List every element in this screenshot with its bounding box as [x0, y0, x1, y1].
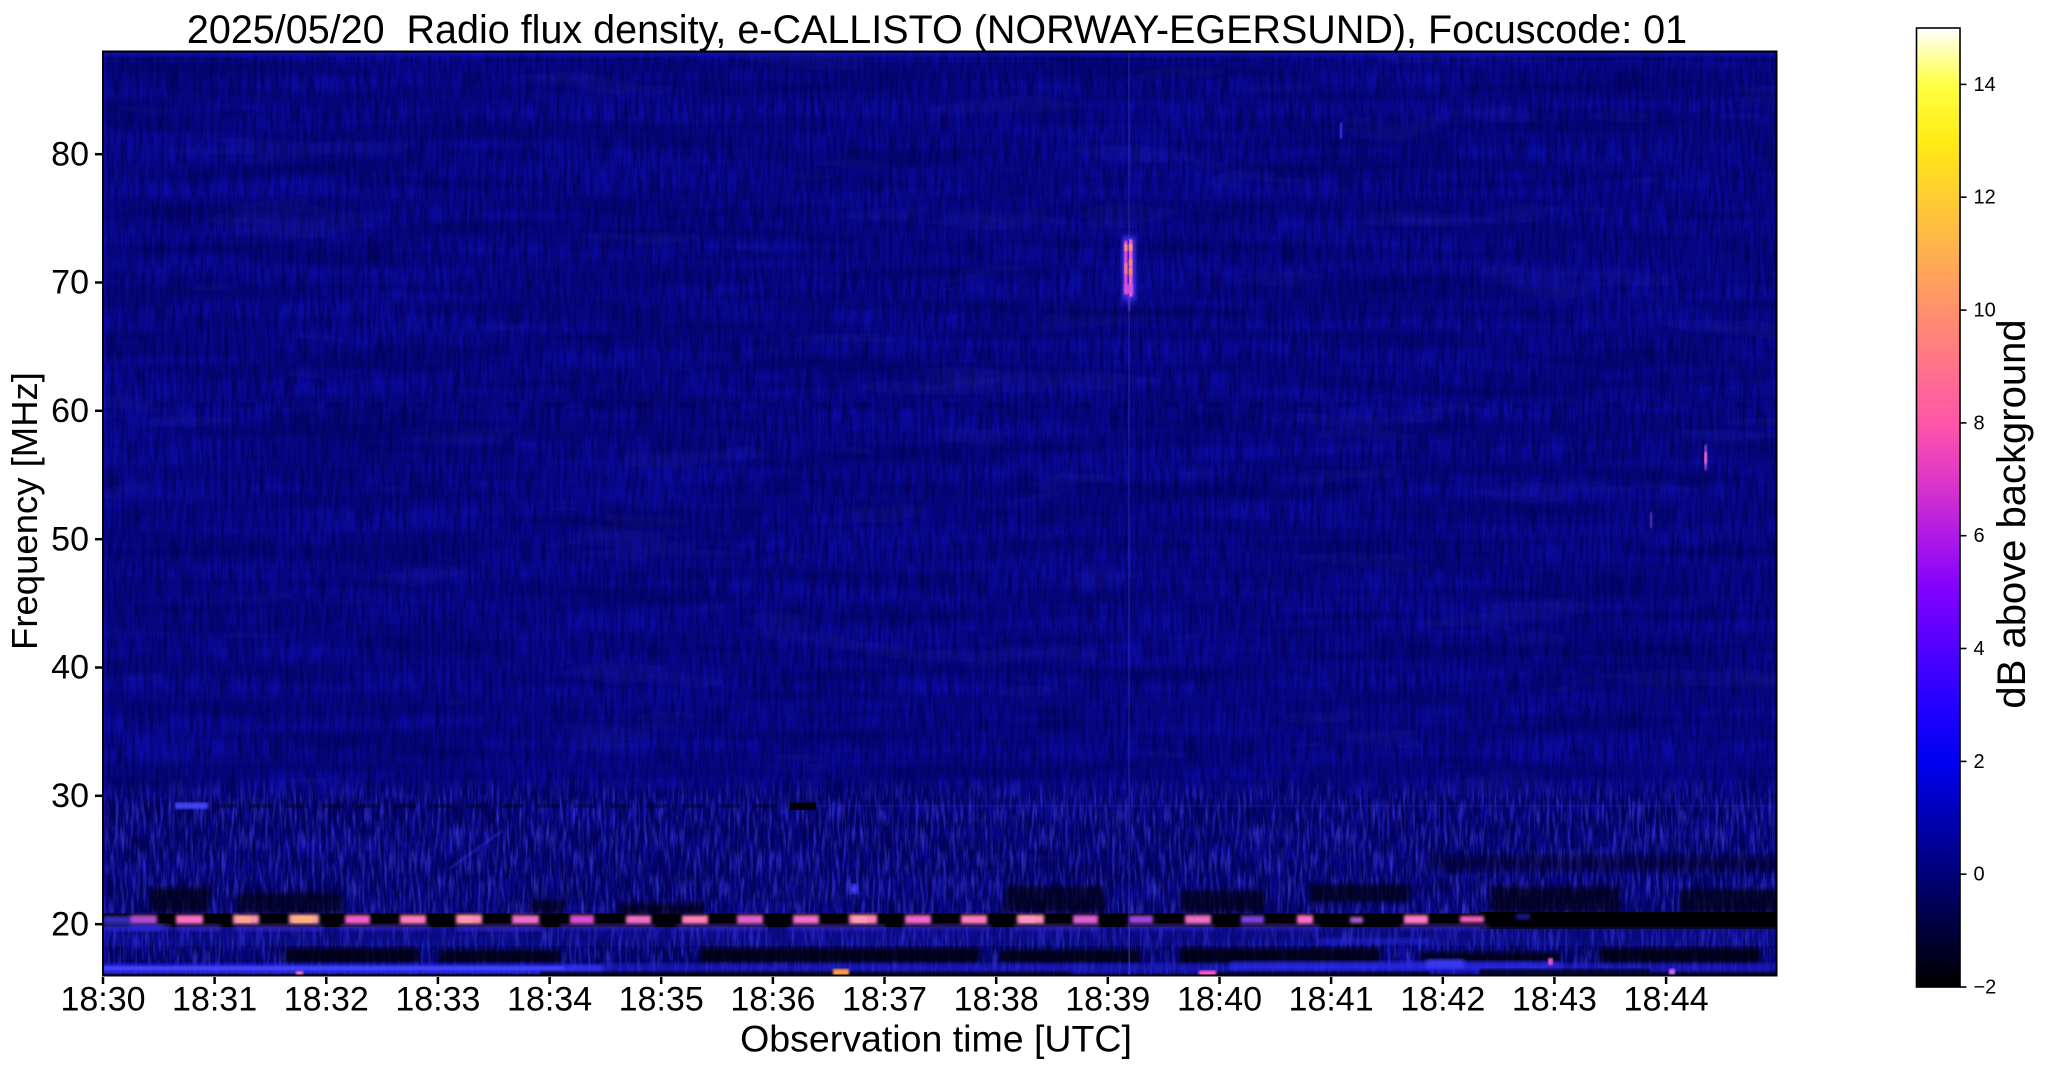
svg-text:18:38: 18:38 [954, 981, 1039, 1019]
svg-text:40: 40 [51, 649, 89, 687]
svg-text:30: 30 [51, 777, 89, 815]
svg-text:80: 80 [51, 135, 89, 173]
svg-text:18:42: 18:42 [1400, 981, 1485, 1019]
svg-text:2: 2 [1974, 751, 1985, 773]
svg-text:18:32: 18:32 [284, 981, 369, 1019]
svg-text:14: 14 [1974, 74, 1996, 96]
svg-text:18:31: 18:31 [172, 981, 257, 1019]
svg-text:18:39: 18:39 [1065, 981, 1150, 1019]
svg-text:18:34: 18:34 [507, 981, 592, 1019]
svg-text:18:40: 18:40 [1177, 981, 1262, 1019]
svg-text:12: 12 [1974, 187, 1996, 209]
svg-text:dB above background: dB above background [1990, 319, 2034, 708]
svg-text:8: 8 [1974, 412, 1985, 434]
svg-text:18:43: 18:43 [1512, 981, 1597, 1019]
svg-text:18:35: 18:35 [619, 981, 704, 1019]
svg-text:18:33: 18:33 [395, 981, 480, 1019]
svg-text:0: 0 [1974, 864, 1985, 886]
svg-text:Observation time [UTC]: Observation time [UTC] [740, 1018, 1132, 1060]
svg-text:Frequency [MHz]: Frequency [MHz] [4, 372, 45, 650]
svg-text:60: 60 [51, 392, 89, 430]
svg-text:−2: −2 [1974, 977, 1997, 999]
svg-text:20: 20 [51, 905, 89, 943]
svg-text:2025/05/20 Radio flux density: 2025/05/20 Radio flux density, e-CALLIST… [187, 8, 1687, 52]
svg-text:4: 4 [1974, 638, 1985, 660]
svg-text:18:37: 18:37 [842, 981, 927, 1019]
svg-text:6: 6 [1974, 525, 1985, 547]
svg-text:10: 10 [1974, 300, 1996, 322]
svg-text:18:44: 18:44 [1624, 981, 1709, 1019]
svg-text:18:30: 18:30 [60, 981, 145, 1019]
svg-text:70: 70 [51, 264, 89, 302]
svg-text:50: 50 [51, 520, 89, 558]
svg-text:18:36: 18:36 [730, 981, 815, 1019]
svg-text:18:41: 18:41 [1289, 981, 1374, 1019]
